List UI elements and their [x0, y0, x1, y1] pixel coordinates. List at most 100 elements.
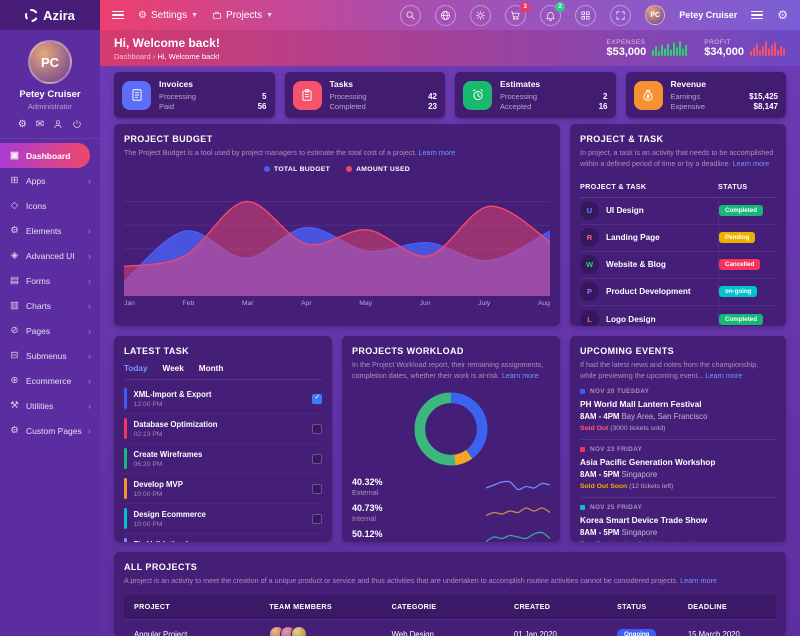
sidebar-item-advanced-ui[interactable]: ◈ Advanced UI › — [10, 250, 91, 261]
table-row[interactable]: U UI Design Completed — [580, 197, 776, 225]
gear-icon: ⚙ — [138, 9, 147, 21]
task-checkbox[interactable] — [312, 393, 322, 404]
list-item[interactable]: Database Optimization 02:13 PM — [124, 414, 322, 444]
event-item[interactable]: NOV 20 TUESDAY PH World Mall Lantern Fes… — [580, 382, 776, 440]
table-row[interactable]: W Website & Blog Cancelled — [580, 251, 776, 279]
breadcrumb-home[interactable]: Dashboard — [114, 51, 151, 61]
nav-settings-dropdown[interactable]: ⚙ Settings ▼ — [138, 9, 199, 21]
alarm-clock-icon — [463, 80, 492, 110]
workload-stat-external: 40.32% External — [352, 474, 550, 500]
elements-icon: ⚙ — [10, 225, 19, 236]
table-row[interactable]: Angular Project Web Design 01 Jan 2020 O… — [124, 618, 776, 636]
sidebar-item-submenus[interactable]: ⊟ Submenus › — [10, 350, 91, 361]
logout-power-icon[interactable] — [72, 119, 82, 130]
learn-more-link[interactable]: Learn more — [705, 370, 743, 380]
mail-icon[interactable]: ✉ — [35, 119, 45, 130]
status-badge: on-going — [719, 286, 758, 298]
learn-more-link[interactable]: Learn more — [732, 158, 770, 168]
sidebar-item-forms[interactable]: ▤ Forms › — [10, 275, 91, 286]
right-panel-toggle-icon[interactable] — [751, 10, 764, 20]
projects-table-header: PROJECT TEAM MEMBERS CATEGORIE CREATED S… — [124, 594, 776, 619]
external-sparkline — [486, 480, 550, 491]
status-badge: Pending — [719, 232, 756, 244]
table-row[interactable]: P Product Development on-going — [580, 278, 776, 306]
brand-logo[interactable]: Azira — [0, 0, 100, 30]
tab-today[interactable]: Today — [124, 364, 148, 373]
project-task-panel: PROJECT & TASK In project, a task is an … — [570, 124, 786, 326]
search-icon — [406, 10, 415, 20]
nav-projects-dropdown[interactable]: Projects ▼ — [212, 10, 273, 21]
utilities-icon: ⚒ — [10, 400, 19, 411]
latest-task-panel: LATEST TASK Today Week Month XML-Import … — [114, 336, 332, 542]
expenses-stat: EXPENSES $53,000 — [606, 39, 688, 58]
status-badge: Completed — [719, 313, 763, 325]
user-name[interactable]: Petey Cruiser — [679, 10, 738, 20]
apps-grid-button[interactable] — [575, 4, 597, 26]
sidebar-item-icons[interactable]: ◇ Icons — [10, 200, 47, 211]
language-button[interactable] — [435, 4, 457, 26]
settings-gear-icon[interactable]: ⚙ — [17, 119, 27, 130]
avatar[interactable] — [291, 626, 308, 636]
sidebar-item-dashboard[interactable]: ▣ Dashboard — [0, 143, 90, 168]
card-revenue[interactable]: Revenue Earnings $15,425 Expensive $8,147 — [625, 72, 786, 118]
learn-more-link[interactable]: Learn more — [501, 370, 539, 380]
notifications-button[interactable]: 2 — [540, 1, 566, 26]
table-row[interactable]: R Landing Page Pending — [580, 224, 776, 252]
brand-logo-icon — [25, 8, 39, 22]
cart-button[interactable]: 3 — [505, 1, 531, 26]
menu-toggle-icon[interactable] — [112, 10, 124, 20]
forms-icon: ▤ — [10, 275, 19, 286]
x-tick-label: Apr — [301, 299, 312, 307]
task-checkbox[interactable] — [312, 513, 322, 524]
event-item[interactable]: NOV 25 FRIDAY Korea Smart Device Trade S… — [580, 498, 776, 542]
budget-chart-legend: TOTAL BUDGET AMOUNT USED — [124, 166, 550, 173]
user-avatar[interactable]: PC — [645, 5, 666, 25]
sidebar-item-custom-pages[interactable]: ⚙ Custom Pages › — [10, 425, 91, 436]
list-item[interactable]: Develop MVP 10:00 PM — [124, 474, 322, 504]
search-button[interactable] — [400, 4, 422, 26]
profit-value: $34,000 — [704, 45, 744, 58]
list-item[interactable]: Create Wireframes 06:20 PM — [124, 444, 322, 474]
fullscreen-button[interactable] — [610, 4, 632, 26]
sun-icon — [476, 10, 486, 20]
sidebar-item-charts[interactable]: ▥ Charts › — [10, 300, 91, 311]
profit-stat: PROFIT $34,000 — [704, 39, 786, 58]
avatar[interactable]: PC — [28, 40, 72, 84]
page-header: Hi, Welcome back! Dashboard › Hi, Welcom… — [100, 30, 800, 66]
chevron-down-icon: ▼ — [191, 11, 199, 19]
task-checkbox[interactable] — [312, 423, 322, 434]
chevron-right-icon: › — [88, 425, 91, 436]
settings-gear-icon[interactable]: ⚙ — [777, 8, 788, 22]
sidebar-item-elements[interactable]: ⚙ Elements › — [10, 225, 91, 236]
list-item[interactable]: Fix Validation Issues12:00 AM — [124, 534, 322, 542]
fullscreen-icon — [616, 10, 625, 20]
table-row[interactable]: L Logo Design Completed — [580, 305, 776, 326]
learn-more-link[interactable]: Learn more — [680, 576, 717, 585]
sidebar-item-ecommerce[interactable]: ⊛ Ecommerce › — [10, 375, 91, 386]
tab-week[interactable]: Week — [162, 364, 184, 373]
event-item[interactable]: NOV 23 FRIDAY Asia Pacific Generation Wo… — [580, 440, 776, 498]
task-checkbox[interactable] — [312, 453, 322, 464]
apps-icon: ⊞ — [10, 175, 19, 186]
list-item[interactable]: XML-Import & Export 12:00 PM — [124, 384, 322, 414]
sidebar-item-pages[interactable]: ⊘ Pages › — [10, 325, 91, 336]
status-badge: Cancelled — [719, 259, 761, 271]
event-tag: Sold Out Soon — [580, 482, 628, 490]
task-checkbox[interactable] — [312, 483, 322, 494]
main-content: Hi, Welcome back! Dashboard › Hi, Welcom… — [100, 30, 800, 636]
sidebar-item-apps[interactable]: ⊞ Apps › — [10, 175, 91, 186]
card-estimates[interactable]: Estimates Processing 2 Accepted 16 — [455, 72, 616, 118]
advanced-ui-icon: ◈ — [10, 250, 19, 261]
project-budget-panel: PROJECT BUDGET The Project Budget is a t… — [114, 124, 560, 326]
tab-month[interactable]: Month — [198, 364, 224, 373]
chevron-right-icon: › — [88, 250, 91, 261]
card-tasks[interactable]: Tasks Processing 42 Completed 23 — [284, 72, 445, 118]
sidebar-item-utilities[interactable]: ⚒ Utilities › — [10, 400, 91, 411]
theme-button[interactable] — [470, 4, 492, 26]
profile-icon[interactable] — [53, 119, 63, 130]
learn-more-link[interactable]: Learn more — [418, 148, 456, 157]
pages-icon: ⊘ — [10, 325, 19, 336]
chevron-right-icon: › — [88, 275, 91, 286]
list-item[interactable]: Design Ecommerce 10:00 PM — [124, 504, 322, 534]
card-invoices[interactable]: Invoices Processing 5 Paid 56 — [114, 72, 275, 118]
